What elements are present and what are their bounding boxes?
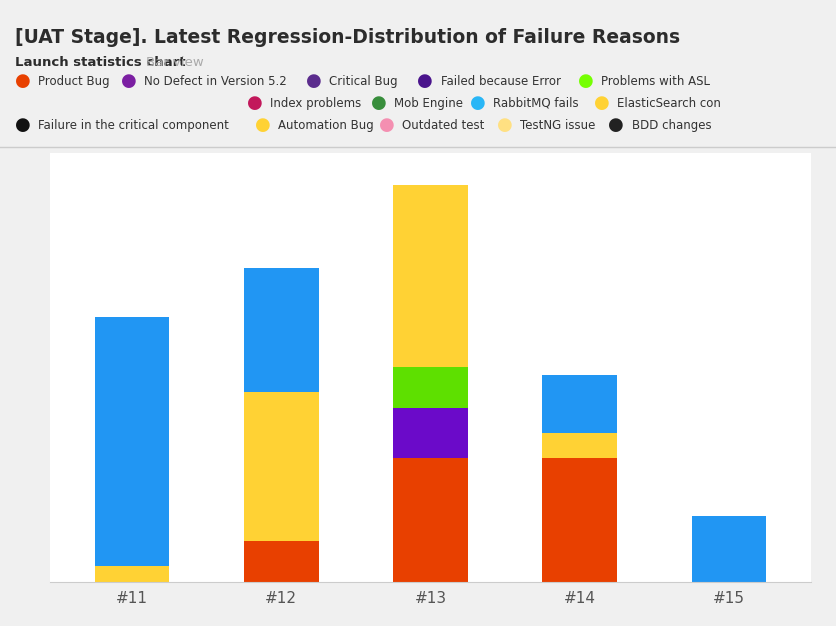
Text: RabbitMQ fails: RabbitMQ fails xyxy=(493,97,579,110)
Text: ●: ● xyxy=(15,116,31,134)
Text: Index problems: Index problems xyxy=(270,97,361,110)
Text: ●: ● xyxy=(470,95,486,112)
Bar xyxy=(393,185,468,367)
Text: ●: ● xyxy=(255,116,271,134)
Bar xyxy=(691,516,766,582)
Text: ●: ● xyxy=(15,73,31,90)
Text: TestNG issue: TestNG issue xyxy=(520,119,595,131)
Text: ●: ● xyxy=(578,73,594,90)
Bar xyxy=(244,268,319,392)
Bar xyxy=(543,376,617,433)
Bar xyxy=(244,541,319,582)
Text: Failure in the critical component: Failure in the critical component xyxy=(38,119,229,131)
Text: ●: ● xyxy=(370,95,386,112)
Bar xyxy=(543,433,617,458)
Text: No Defect in Version 5.2: No Defect in Version 5.2 xyxy=(144,75,287,88)
Text: Outdated test: Outdated test xyxy=(402,119,485,131)
Text: Automation Bug: Automation Bug xyxy=(278,119,374,131)
Bar xyxy=(543,458,617,582)
Bar xyxy=(393,458,468,582)
Text: Bar view: Bar view xyxy=(146,56,204,69)
Text: Launch statistics chart: Launch statistics chart xyxy=(15,56,186,69)
Text: ●: ● xyxy=(379,116,395,134)
Text: ●: ● xyxy=(305,73,321,90)
Bar xyxy=(95,317,170,566)
Text: ●: ● xyxy=(417,73,433,90)
Text: Problems with ASL: Problems with ASL xyxy=(601,75,710,88)
Bar xyxy=(393,367,468,409)
Text: Product Bug: Product Bug xyxy=(38,75,110,88)
Text: ●: ● xyxy=(609,116,624,134)
Text: ●: ● xyxy=(497,116,512,134)
Bar xyxy=(95,566,170,582)
Text: ElasticSearch con: ElasticSearch con xyxy=(617,97,721,110)
Text: Failed because Error: Failed because Error xyxy=(441,75,561,88)
Text: BDD changes: BDD changes xyxy=(632,119,711,131)
Text: [UAT Stage]. Latest Regression-Distribution of Failure Reasons: [UAT Stage]. Latest Regression-Distribut… xyxy=(15,28,681,47)
Text: Mob Engine: Mob Engine xyxy=(394,97,463,110)
Text: ●: ● xyxy=(120,73,136,90)
Text: ●: ● xyxy=(594,95,609,112)
Text: ●: ● xyxy=(247,95,263,112)
Bar xyxy=(244,392,319,541)
Bar xyxy=(393,409,468,458)
Text: Critical Bug: Critical Bug xyxy=(329,75,398,88)
